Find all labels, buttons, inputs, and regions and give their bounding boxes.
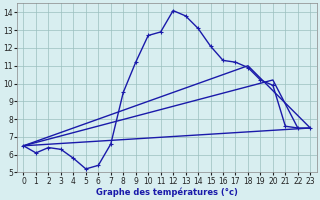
X-axis label: Graphe des températures (°c): Graphe des températures (°c)	[96, 187, 238, 197]
